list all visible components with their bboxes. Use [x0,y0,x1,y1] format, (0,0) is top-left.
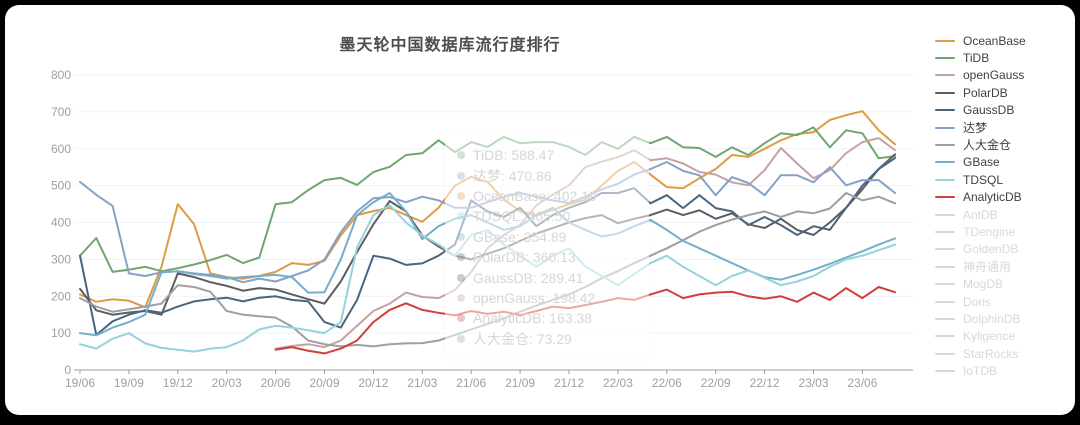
legend-item-PolarDB[interactable]: PolarDB [935,84,1053,101]
legend-label: TDengine [963,224,1016,239]
y-axis-label: 500 [51,179,71,193]
x-axis-label: 21/12 [554,376,584,390]
x-axis-label: 23/03 [798,376,828,390]
legend-label: AntDB [963,207,998,222]
legend-swatch [935,178,955,181]
legend-item-Kyligence[interactable]: Kyligence [935,328,1053,345]
y-axis-label: 0 [64,363,71,377]
x-axis-label: 19/06 [65,376,95,390]
legend-item-GoldenDB[interactable]: GoldenDB [935,241,1053,258]
legend-item-TiDB[interactable]: TiDB [935,49,1053,66]
y-axis-label: 700 [51,105,71,119]
legend-swatch [935,126,955,129]
y-axis-label: 600 [51,142,71,156]
legend-item-DolphinDB[interactable]: DolphinDB [935,310,1053,327]
legend-label: GoldenDB [963,242,1019,257]
legend-swatch [935,161,955,164]
legend-item-TDSQL[interactable]: TDSQL [935,171,1053,188]
x-axis-label: 20/06 [261,376,291,390]
series-line-openGauss [274,137,896,350]
legend-label: AnalyticDB [963,190,1022,205]
legend-label: Kyligence [963,329,1016,344]
legend-swatch [935,57,955,60]
legend-label: TiDB [963,51,990,66]
legend-item-AnalyticDB[interactable]: AnalyticDB [935,189,1053,206]
chart-card: 墨天轮中国数据库流行度排行 0 100 200 300 400 500 600 700 800 1… [5,5,1075,415]
y-axis-label: 100 [51,326,71,340]
series-line-PolarDB [79,153,896,316]
legend-item-MogDB[interactable]: MogDB [935,275,1053,292]
legend-item-神舟通用[interactable]: 神舟通用 [935,258,1053,275]
legend-swatch [935,300,955,303]
legend-item-达梦[interactable]: 达梦 [935,119,1053,136]
legend-item-AntDB[interactable]: AntDB [935,206,1053,223]
x-axis-label: 21/06 [456,376,486,390]
legend-swatch [935,352,955,355]
legend-swatch [935,109,955,112]
legend-swatch [935,144,955,147]
legend-item-OceanBase[interactable]: OceanBase [935,32,1053,49]
legend-label: StarRocks [963,346,1019,361]
legend-swatch [935,317,955,320]
legend: OceanBase TiDB openGauss PolarDB GaussDB 达梦人大… [935,32,1053,380]
legend-label: 达梦 [963,120,988,135]
x-axis-label: 20/12 [358,376,388,390]
legend-label: DolphinDB [963,311,1021,326]
x-axis-label: 21/09 [505,376,535,390]
legend-swatch [935,230,955,233]
x-axis-label: 21/03 [407,376,437,390]
legend-label: PolarDB [963,85,1008,100]
y-axis-label: 300 [51,252,71,266]
legend-label: GBase [963,155,1000,170]
legend-label: GaussDB [963,103,1015,118]
legend-label: 神舟通用 [963,259,1012,274]
y-axis-label: 400 [51,216,71,230]
legend-swatch [935,265,955,268]
x-axis-label: 20/09 [309,376,339,390]
legend-label: Doris [963,294,992,309]
legend-item-Doris[interactable]: Doris [935,293,1053,310]
legend-swatch [935,283,955,286]
x-axis-label: 20/03 [212,376,242,390]
legend-label: IoTDB [963,364,998,379]
series-line-人大金仓 [79,192,896,348]
legend-label: MogDB [963,277,1004,292]
legend-item-openGauss[interactable]: openGauss [935,67,1053,84]
legend-label: openGauss [963,68,1025,83]
legend-swatch [935,335,955,338]
legend-swatch [935,213,955,216]
x-axis-label: 22/06 [652,376,682,390]
legend-swatch [935,196,955,199]
legend-swatch [935,91,955,94]
legend-swatch [935,39,955,42]
chart-canvas[interactable]: 0 100 200 300 400 500 600 700 800 19/06 19/09 19/12… [5,5,1080,425]
legend-item-GBase[interactable]: GBase [935,154,1053,171]
y-axis-label: 200 [51,289,71,303]
x-axis-label: 22/09 [701,376,731,390]
legend-item-人大金仓[interactable]: 人大金仓 [935,136,1053,153]
y-axis-label: 800 [51,68,71,82]
legend-swatch [935,74,955,77]
series-line-AnalyticDB [274,286,896,355]
legend-label: TDSQL [963,172,1004,187]
x-axis-label: 19/09 [114,376,144,390]
legend-label: 人大金仓 [963,138,1012,153]
x-axis-label: 22/03 [603,376,633,390]
x-axis-label: 23/06 [847,376,877,390]
legend-swatch [935,248,955,251]
legend-item-IoTDB[interactable]: IoTDB [935,362,1053,379]
chart-title: 墨天轮中国数据库流行度排行 [339,37,561,54]
x-axis-label: 19/12 [163,376,193,390]
x-axis-label: 22/12 [750,376,780,390]
legend-swatch [935,370,955,373]
legend-item-GaussDB[interactable]: GaussDB [935,102,1053,119]
legend-item-StarRocks[interactable]: StarRocks [935,345,1053,362]
legend-label: OceanBase [963,33,1026,48]
legend-item-TDengine[interactable]: TDengine [935,223,1053,240]
